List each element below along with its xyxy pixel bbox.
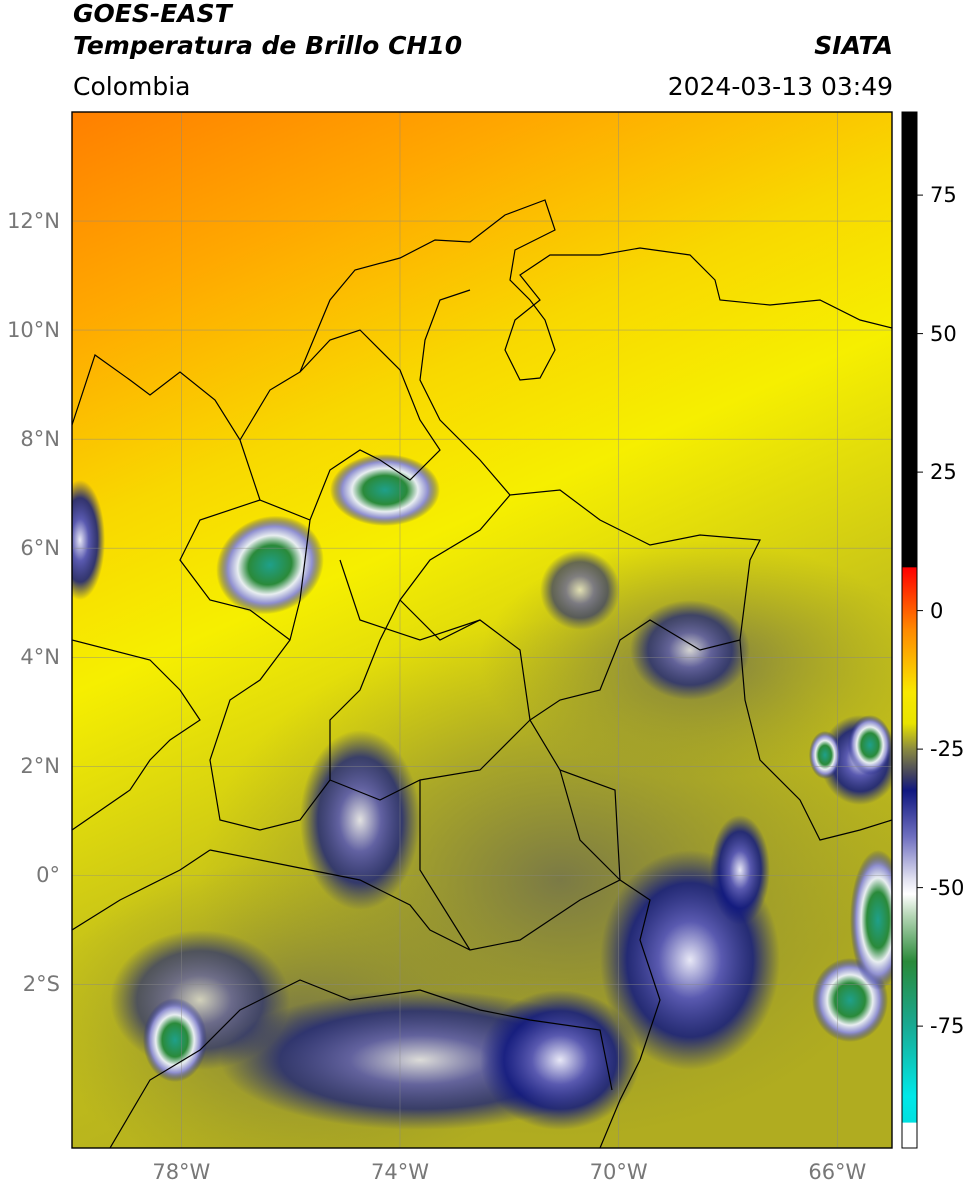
latitude-label: 0° bbox=[36, 863, 60, 888]
latitude-label: 12°N bbox=[7, 209, 60, 234]
colorbar-label: -25 bbox=[930, 737, 965, 762]
colorbar bbox=[901, 111, 923, 1149]
agency-label: SIATA bbox=[814, 31, 893, 60]
longitude-label: 78°W bbox=[152, 1160, 211, 1184]
colorbar-label: 75 bbox=[930, 183, 957, 208]
latitude-label: 8°N bbox=[20, 427, 60, 452]
colorbar-label: 50 bbox=[930, 321, 957, 346]
title-line1: GOES-EAST bbox=[73, 0, 232, 28]
longitude-label: 70°W bbox=[589, 1160, 648, 1184]
timestamp: 2024-03-13 03:49 bbox=[667, 72, 893, 101]
colorbar-label: -50 bbox=[930, 875, 965, 900]
latitude-label: 10°N bbox=[7, 318, 60, 343]
longitude-label: 66°W bbox=[808, 1160, 867, 1184]
colorbar-label: -75 bbox=[930, 1014, 965, 1039]
colorbar-label: 25 bbox=[930, 460, 957, 485]
longitude-label: 74°W bbox=[371, 1160, 429, 1184]
latitude-label: 2°S bbox=[22, 972, 60, 997]
latitude-label: 4°N bbox=[20, 645, 60, 670]
colorbar-label: 0 bbox=[930, 598, 944, 623]
region-subtitle: Colombia bbox=[73, 72, 191, 101]
map-frame bbox=[71, 111, 893, 1149]
coastline-borders bbox=[72, 199, 892, 1148]
title-line2: Temperatura de Brillo CH10 bbox=[73, 31, 463, 60]
latitude-label: 6°N bbox=[20, 536, 60, 561]
brightness-temperature-field bbox=[72, 112, 892, 1148]
graticule bbox=[72, 112, 892, 1148]
latitude-label: 2°N bbox=[20, 754, 60, 779]
